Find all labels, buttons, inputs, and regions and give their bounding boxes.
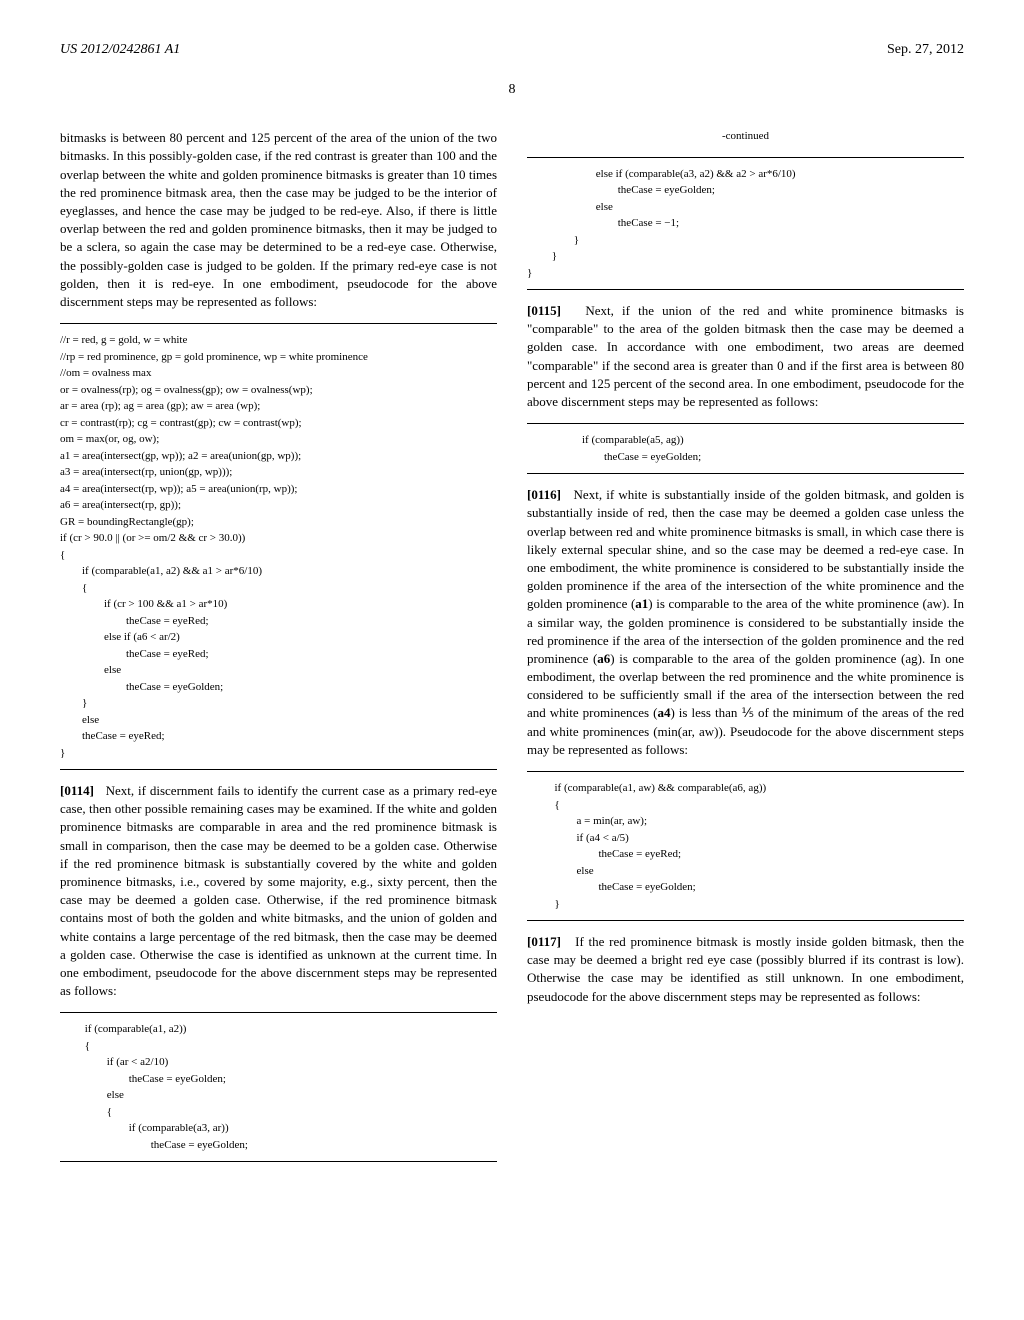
code-block-1: //r = red, g = gold, w = white //rp = re… (60, 323, 497, 770)
publication-date: Sep. 27, 2012 (887, 40, 964, 60)
paragraph-intro: bitmasks is between 80 percent and 125 p… (60, 129, 497, 311)
code-block-2: if (comparable(a1, a2)) { if (ar < a2/10… (60, 1012, 497, 1162)
para-text-0115: Next, if the union of the red and white … (527, 303, 964, 409)
para-text-0114: Next, if discernment fails to identify t… (60, 783, 497, 998)
para-num-0114: [0114] (60, 783, 94, 798)
content-columns: bitmasks is between 80 percent and 125 p… (60, 129, 964, 1269)
paragraph-0117: [0117] If the red prominence bitmask is … (527, 933, 964, 1006)
paragraph-0115: [0115] Next, if the union of the red and… (527, 302, 964, 411)
para-num-0117: [0117] (527, 934, 561, 949)
publication-number: US 2012/0242861 A1 (60, 40, 180, 60)
page-header: US 2012/0242861 A1 Sep. 27, 2012 (60, 40, 964, 60)
continued-block: -continued else if (comparable(a3, a2) &… (527, 129, 964, 290)
para-text-0116-p1: Next, if white is substantially inside o… (527, 487, 964, 611)
continued-label: -continued (527, 129, 964, 144)
bold-a1: a1 (635, 596, 648, 611)
para-text-0117: If the red prominence bitmask is mostly … (527, 934, 964, 1004)
code-block-3: else if (comparable(a3, a2) && a2 > ar*6… (527, 157, 964, 291)
code-block-4: if (comparable(a5, ag)) theCase = eyeGol… (527, 423, 964, 474)
page-number: 8 (60, 80, 964, 100)
para-num-0116: [0116] (527, 487, 561, 502)
para-num-0115: [0115] (527, 303, 561, 318)
bold-a6: a6 (597, 651, 610, 666)
bold-a4: a4 (657, 705, 670, 720)
code-block-5: if (comparable(a1, aw) && comparable(a6,… (527, 771, 964, 921)
paragraph-0114: [0114] Next, if discernment fails to ide… (60, 782, 497, 1000)
paragraph-0116: [0116] Next, if white is substantially i… (527, 486, 964, 759)
